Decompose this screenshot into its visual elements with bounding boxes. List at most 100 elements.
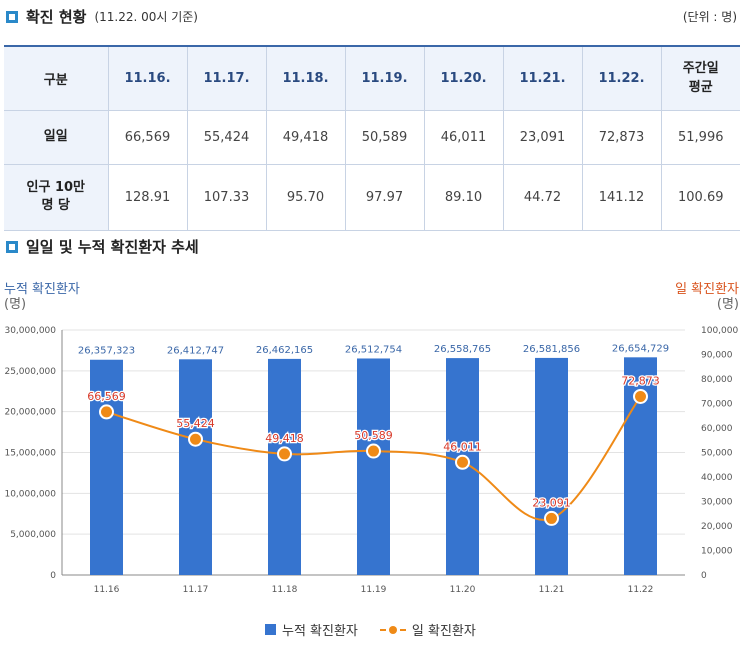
right-axis-title: 일 확진환자: [675, 282, 739, 297]
right-tick-label: 40,000: [701, 473, 733, 483]
table-cell: 95.70: [265, 163, 346, 231]
table-cell: 46,011: [423, 109, 504, 165]
table-cell: 55,424: [186, 109, 267, 165]
table-row: 일일 66,569 55,424 49,418 50,589 46,011 23…: [4, 109, 740, 165]
bar-value-label: 26,654,729: [612, 343, 669, 354]
legend-bar-label: 누적 확진환자: [282, 624, 358, 639]
legend-bar-swatch: [265, 624, 276, 635]
line-value-label: 50,589: [354, 429, 393, 442]
left-tick-label: 15,000,000: [4, 449, 56, 459]
trend-chart: 0 5,000,000 10,000,000 15,000,000 20,000,000…: [4, 326, 738, 595]
trend-title: 일일 및 누적 확진환자 추세: [26, 238, 199, 256]
table-cell: 66,569: [107, 109, 188, 165]
table-cell: 97.97: [344, 163, 425, 231]
line-value-label: 66,569: [87, 390, 126, 403]
bar: [90, 359, 123, 575]
status-subtitle: (11.22. 00시 기준): [94, 10, 198, 24]
table-row: 인구 10만 명 당 128.91 107.33 95.70 97.97 89.…: [4, 163, 740, 231]
table-cell: 89.10: [423, 163, 504, 231]
section-bullet-icon: [6, 240, 18, 253]
x-tick-label: 11.16: [94, 585, 120, 595]
bar-value-label: 26,512,754: [345, 344, 402, 355]
col-header: 11.16.: [107, 45, 188, 111]
col-header: 11.19.: [344, 45, 425, 111]
table-cell: 50,589: [344, 109, 425, 165]
trend-section-header: 일일 및 누적 확진환자 추세: [6, 236, 199, 257]
x-tick-label: 11.20: [450, 585, 476, 595]
table-cell: 23,091: [502, 109, 583, 165]
row-header: 일일: [4, 109, 109, 165]
section-bullet-icon: [6, 10, 18, 23]
col-header: 구분: [4, 45, 109, 111]
bar-value-label: 26,462,165: [256, 345, 313, 356]
status-table: 구분 11.16. 11.17. 11.18. 11.19. 11.20. 11…: [4, 45, 740, 231]
right-tick-label: 0: [701, 571, 707, 581]
table-cell: 107.33: [186, 163, 267, 231]
right-tick-label: 70,000: [701, 400, 733, 410]
bar: [357, 358, 390, 575]
table-cell: 100.69: [660, 163, 740, 231]
line-point: [633, 388, 648, 404]
x-tick-label: 11.22: [628, 585, 654, 595]
left-tick-label: 25,000,000: [4, 367, 56, 377]
right-tick-label: 10,000: [701, 547, 733, 557]
line-point: [366, 443, 381, 459]
line-point: [188, 431, 203, 447]
legend-line-label: 일 확진환자: [411, 624, 476, 639]
col-header: 11.18.: [265, 45, 346, 111]
x-tick-label: 11.19: [361, 585, 387, 595]
table-cell: 141.12: [581, 163, 662, 231]
legend-line-swatch: [379, 624, 406, 636]
bar-value-label: 26,357,323: [78, 346, 135, 357]
right-tick-label: 80,000: [701, 375, 733, 385]
line-value-label: 55,424: [176, 417, 215, 430]
x-tick-label: 11.17: [183, 585, 209, 595]
line-point: [455, 454, 470, 470]
status-title: 확진 현황: [26, 8, 87, 26]
line-value-label: 46,011: [443, 440, 482, 453]
left-tick-label: 5,000,000: [10, 530, 56, 540]
x-tick-label: 11.21: [539, 585, 565, 595]
right-tick-label: 60,000: [701, 424, 733, 434]
bar-value-label: 26,581,856: [523, 344, 580, 355]
status-section-header: 확진 현황 (11.22. 00시 기준): [6, 6, 198, 27]
right-tick-label: 100,000: [701, 326, 738, 336]
line-value-label: 49,418: [265, 432, 304, 445]
line-point: [277, 446, 292, 462]
x-tick-label: 11.18: [272, 585, 298, 595]
bar: [268, 358, 301, 575]
col-header: 11.20.: [423, 45, 504, 111]
bar: [535, 357, 568, 575]
table-cell: 72,873: [581, 109, 662, 165]
chart-legend: 누적 확진환자 일 확진환자: [265, 620, 476, 639]
table-cell: 44.72: [502, 163, 583, 231]
col-header: 주간일 평균: [660, 45, 740, 111]
left-tick-label: 0: [50, 571, 56, 581]
bar-value-label: 26,558,765: [434, 344, 491, 355]
line-value-label: 72,873: [621, 374, 660, 387]
right-tick-label: 30,000: [701, 498, 733, 508]
col-header: 11.17.: [186, 45, 267, 111]
col-header: 11.21.: [502, 45, 583, 111]
right-tick-label: 20,000: [701, 522, 733, 532]
table-cell: 128.91: [107, 163, 188, 231]
line-value-label: 23,091: [532, 496, 571, 509]
line-point: [99, 404, 114, 420]
col-header: 11.22.: [581, 45, 662, 111]
row-header: 인구 10만 명 당: [4, 163, 109, 231]
left-tick-label: 30,000,000: [4, 326, 56, 336]
right-tick-label: 90,000: [701, 351, 733, 361]
right-axis-unit: (명): [716, 297, 739, 312]
bar: [179, 359, 212, 575]
right-tick-label: 50,000: [701, 449, 733, 459]
left-tick-label: 20,000,000: [4, 408, 56, 418]
table-header-row: 구분 11.16. 11.17. 11.18. 11.19. 11.20. 11…: [4, 45, 740, 111]
bar-value-label: 26,412,747: [167, 345, 224, 356]
table-cell: 49,418: [265, 109, 346, 165]
left-axis-title: 누적 확진환자: [4, 282, 80, 297]
left-axis-unit: (명): [4, 297, 27, 312]
unit-label: (단위 : 명): [682, 10, 737, 24]
line-point: [544, 510, 559, 526]
table-cell: 51,996: [660, 109, 740, 165]
left-tick-label: 10,000,000: [4, 489, 56, 499]
